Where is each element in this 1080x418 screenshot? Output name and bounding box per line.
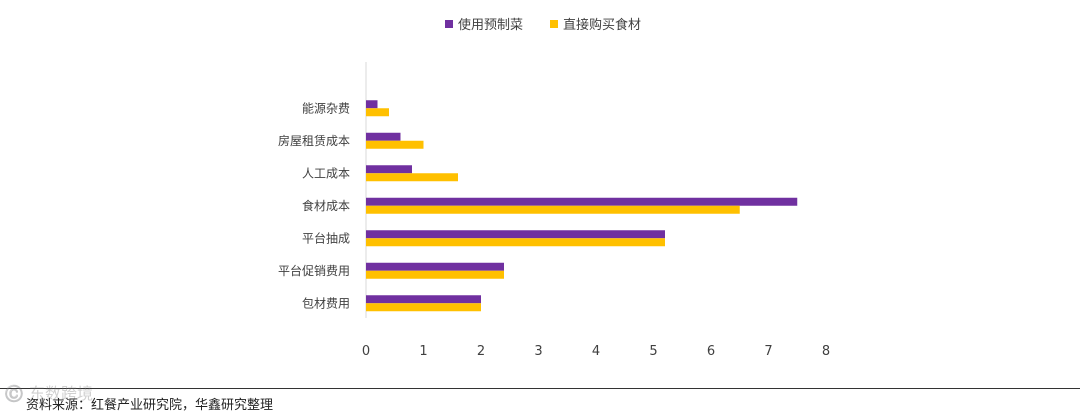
- bar-fresh-1: [366, 140, 424, 149]
- bar-prepared-0: [366, 100, 378, 109]
- category-label: 人工成本: [302, 166, 350, 180]
- legend-label: 直接购买食材: [563, 17, 641, 33]
- x-tick-label: 3: [534, 344, 542, 359]
- bar-fresh-2: [366, 173, 458, 182]
- x-tick-label: 4: [592, 344, 600, 359]
- legend-swatch: [445, 20, 453, 28]
- x-tick-label: 5: [649, 344, 657, 359]
- bar-prepared-4: [366, 230, 665, 239]
- x-tick-label: 8: [822, 344, 830, 359]
- legend-swatch: [550, 20, 558, 28]
- x-tick-label: 1: [419, 344, 427, 359]
- bar-prepared-1: [366, 132, 401, 141]
- category-label: 包材费用: [302, 296, 350, 310]
- category-label: 能源杂费: [302, 101, 350, 115]
- category-label: 食材成本: [302, 198, 350, 213]
- bar-fresh-5: [366, 270, 504, 279]
- watermark: ©️ 东数跨境: [4, 384, 94, 403]
- bar-prepared-3: [366, 197, 798, 206]
- bar-fresh-3: [366, 205, 740, 214]
- bar-chart: 使用预制菜 直接购买食材 能源杂费房屋租赁成本人工成本食材成本平台抽成平台促销费用…: [278, 17, 830, 359]
- bar-fresh-0: [366, 108, 389, 117]
- x-tick-label: 6: [707, 344, 715, 359]
- x-tick-label: 2: [477, 344, 485, 359]
- bar-prepared-2: [366, 165, 412, 174]
- source-note: 资料来源：红餐产业研究院，华鑫研究整理: [26, 398, 274, 413]
- category-label: 平台抽成: [302, 230, 350, 245]
- bar-prepared-6: [366, 295, 481, 304]
- source-divider: [0, 388, 1080, 389]
- bar-fresh-4: [366, 238, 665, 247]
- bar-fresh-6: [366, 303, 481, 312]
- x-tick-label: 7: [764, 344, 772, 359]
- legend-label: 使用预制菜: [458, 17, 523, 33]
- category-label: 平台促销费用: [278, 263, 350, 278]
- category-label: 房屋租赁成本: [278, 133, 350, 148]
- x-tick-labels: 0 1 2 3 4 5 6 7 8: [362, 344, 830, 359]
- bar-prepared-5: [366, 262, 504, 271]
- bars: [366, 100, 798, 312]
- legend: 使用预制菜 直接购买食材: [445, 17, 641, 33]
- x-tick-label: 0: [362, 344, 370, 359]
